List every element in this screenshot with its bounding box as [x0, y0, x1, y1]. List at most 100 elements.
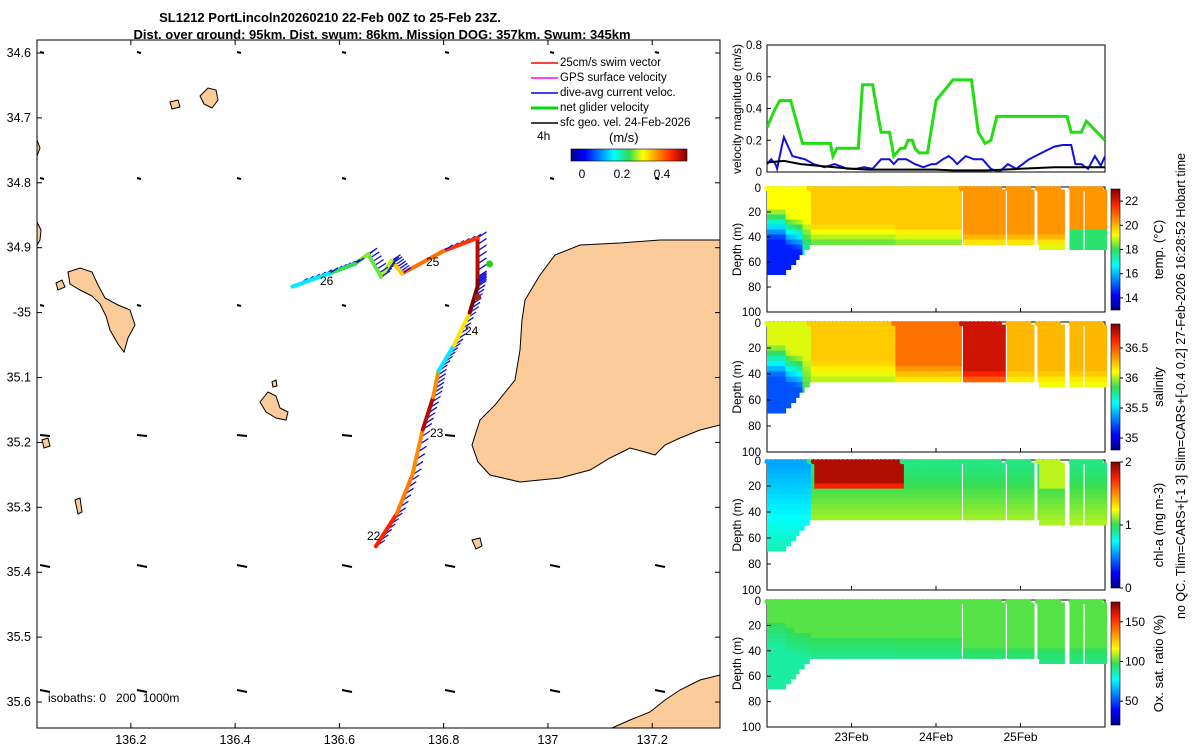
section-cell — [959, 376, 962, 383]
geo-arrow — [39, 304, 45, 307]
section-cell — [785, 234, 788, 240]
section-cell — [959, 199, 962, 205]
section-cell — [804, 229, 807, 235]
section-cell — [814, 199, 817, 205]
section-cell — [795, 244, 798, 250]
section-cell — [780, 229, 783, 235]
track-segment — [366, 252, 384, 279]
section-cell — [787, 219, 790, 225]
section-cell — [1062, 239, 1065, 245]
section-cell — [782, 234, 785, 240]
section-cell — [775, 204, 778, 210]
section-cell — [1081, 214, 1084, 220]
section-cell — [782, 224, 785, 230]
colorbar-tick-label: 20 — [1125, 218, 1139, 232]
section-cell — [807, 199, 810, 205]
section-cell — [816, 209, 819, 215]
section-cell — [817, 214, 820, 220]
geo-arrow — [236, 689, 248, 693]
section-cell — [1105, 239, 1108, 245]
isobath-label: isobaths: 0 200 1000m — [48, 691, 179, 705]
section-cell — [816, 199, 819, 205]
section-cell — [802, 229, 805, 235]
section-cell — [767, 194, 770, 200]
section-cell — [797, 254, 800, 260]
surface-sample — [996, 321, 1003, 327]
section-cell — [773, 224, 776, 230]
section-cell — [821, 194, 824, 200]
section-cell — [795, 224, 798, 230]
section-cell — [816, 214, 819, 220]
section-cell — [807, 229, 810, 235]
section-cell — [770, 209, 773, 215]
section-cell — [1003, 199, 1006, 205]
section-cell — [783, 239, 787, 245]
section-cell — [790, 254, 793, 260]
section-cell — [1003, 209, 1006, 215]
section-cell — [822, 234, 825, 240]
section-cell — [782, 239, 785, 245]
section-cell — [780, 254, 783, 260]
section-cell — [770, 259, 773, 265]
section-cell — [792, 234, 795, 240]
section-cell — [804, 239, 807, 245]
section-cell — [959, 214, 962, 220]
geo-arrow — [341, 177, 347, 180]
section-cell — [1032, 214, 1035, 220]
section-cell — [785, 259, 788, 265]
section-cell — [789, 224, 792, 230]
section-cell — [778, 229, 781, 235]
section-cell — [778, 264, 781, 270]
section-cell — [1062, 381, 1065, 388]
geo-arrow — [136, 304, 142, 307]
section-cell — [789, 254, 792, 260]
day-label-25: 25 — [426, 255, 440, 269]
surface-sample — [1055, 321, 1062, 327]
section-cell — [816, 219, 819, 225]
section-cell — [819, 229, 822, 235]
section-cell — [1062, 204, 1065, 210]
geo-arrow — [444, 564, 456, 568]
section-cell — [790, 199, 793, 205]
section-cell — [817, 209, 820, 215]
section-cell — [821, 224, 824, 230]
geo-arrow — [654, 177, 660, 180]
section-cell — [770, 249, 773, 255]
map-ytick-label: 34.6 — [7, 46, 31, 60]
section-cell — [777, 224, 780, 230]
section-cell — [778, 214, 781, 220]
surface-sample — [996, 185, 1003, 192]
section-cell — [770, 189, 773, 195]
section-cell — [1032, 189, 1035, 195]
section-ytick-label: 60 — [748, 395, 761, 407]
section-cell — [814, 189, 817, 195]
section-cell — [790, 249, 793, 255]
map-ytick-label: 34.9 — [7, 241, 31, 255]
section-cell — [1081, 371, 1084, 378]
section-cell — [792, 199, 795, 205]
section-cell — [959, 340, 962, 346]
geo-arrow — [136, 51, 142, 54]
section-cell — [1062, 366, 1065, 372]
section-cell — [817, 189, 820, 195]
section-cell — [782, 219, 785, 225]
section-cell — [787, 209, 790, 215]
section-cell — [767, 254, 770, 260]
section-cell — [767, 189, 770, 195]
section-cell — [821, 229, 824, 235]
colorbar-tick-02: 0.2 — [614, 167, 631, 181]
section-cell — [777, 259, 780, 265]
geo-arrow — [654, 689, 666, 693]
section-cell — [773, 259, 776, 265]
section-cell — [1032, 224, 1035, 230]
geo-arrow — [341, 304, 347, 307]
section-cell — [1003, 340, 1006, 346]
section-cell — [777, 229, 780, 235]
section-cell — [1062, 244, 1065, 250]
section-cell — [959, 239, 962, 245]
section-cell — [783, 224, 787, 230]
map-ytick-label: -35 — [13, 306, 31, 320]
section-cell — [767, 229, 770, 235]
section-cell — [780, 209, 783, 215]
